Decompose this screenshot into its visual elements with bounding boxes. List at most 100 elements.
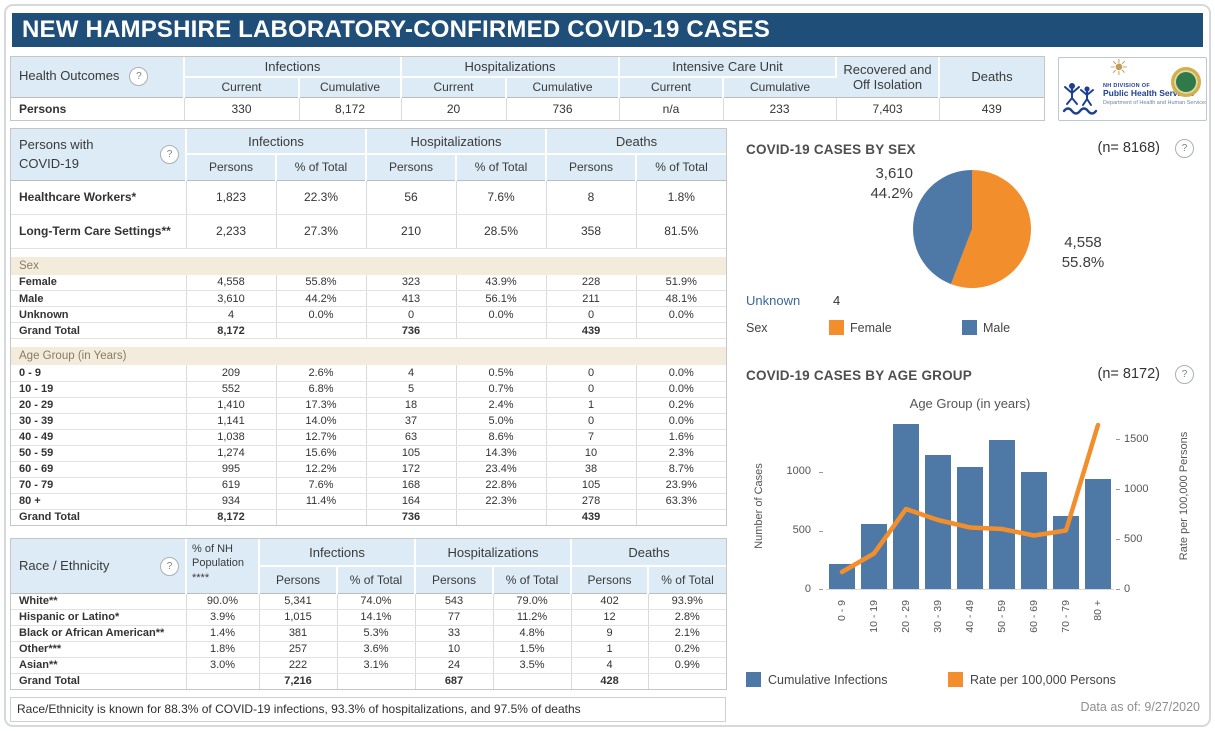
help-icon[interactable]: ? <box>129 67 149 87</box>
cell: 736 <box>366 322 457 339</box>
help-icon[interactable]: ? <box>160 145 179 165</box>
help-icon[interactable]: ? <box>1175 139 1194 158</box>
infections-group-header: Infections <box>259 539 416 567</box>
cell: 4,558 <box>186 274 277 291</box>
female-legend-label[interactable]: Female <box>850 321 892 335</box>
cell: 5.0% <box>456 413 547 430</box>
bar[interactable] <box>893 424 919 589</box>
table-row: 30 - 39 1,141 14.0% 37 5.0% 0 0.0% <box>11 413 727 430</box>
cell: 210 <box>366 214 457 249</box>
rate-legend-label[interactable]: Rate per 100,000 Persons <box>970 673 1116 687</box>
cell: 3.0% <box>186 657 260 674</box>
race-ethnicity-table: Race / Ethnicity? % of NH Population ***… <box>10 538 727 690</box>
cell: 7.6% <box>456 180 547 215</box>
cell: 257 <box>259 641 338 658</box>
tick-mark <box>1116 589 1120 590</box>
pie-n-label: (n= 8168) <box>1097 140 1160 156</box>
cases-by-sex-panel: COVID-19 CASES BY SEX (n= 8168) ? 3,610 … <box>733 130 1206 354</box>
pie-slice-male[interactable] <box>913 170 972 285</box>
row-label: 70 - 79 <box>11 477 187 494</box>
cell: 7 <box>546 429 637 446</box>
cell: 233 <box>723 97 837 120</box>
cell: 381 <box>259 625 338 642</box>
female-legend-swatch[interactable] <box>829 320 844 335</box>
persons-subheader: Persons <box>415 566 494 594</box>
cell: 0.7% <box>456 381 547 398</box>
legend-title: Sex <box>746 321 768 335</box>
cell: 12.2% <box>276 461 367 478</box>
rate-line[interactable] <box>839 422 1101 575</box>
left-axis-tick: 1000 <box>786 465 811 477</box>
persons-subheader: Persons <box>546 154 638 181</box>
row-label: 50 - 59 <box>11 445 187 462</box>
persons-subheader: Persons <box>366 154 457 181</box>
bar[interactable] <box>989 440 1015 589</box>
rate-legend-swatch[interactable] <box>948 672 963 687</box>
table-row: 0 - 9 209 2.6% 4 0.5% 0 0.0% <box>11 365 727 382</box>
x-axis-label: 50 - 59 <box>996 600 1008 633</box>
cell: 77 <box>415 609 494 626</box>
health-outcomes-table: Health Outcomes? Infections Hospitalizat… <box>10 56 1045 121</box>
cell <box>636 322 727 339</box>
cell: 55.8% <box>276 274 367 291</box>
cell: 14.0% <box>276 413 367 430</box>
cell: 28.5% <box>456 214 547 249</box>
x-axis-label: 80 + <box>1092 600 1104 621</box>
row-label: 80 + <box>11 493 187 510</box>
cell: 168 <box>366 477 457 494</box>
cell: 0 <box>546 306 637 323</box>
cell: 2.8% <box>648 609 727 626</box>
bar[interactable] <box>1021 472 1047 589</box>
row-label: Long-Term Care Settings** <box>11 214 187 249</box>
cell: 0 <box>546 365 637 382</box>
table-row: Black or African American** 1.4% 381 5.3% 33… <box>11 625 727 642</box>
cell: 323 <box>366 274 457 291</box>
table-row: Male 3,610 44.2% 413 56.1% 211 48.1% <box>11 290 727 307</box>
row-label: Grand Total <box>11 672 187 689</box>
cell: 209 <box>186 365 277 382</box>
pct-subheader: % of Total <box>456 154 548 181</box>
cell: 402 <box>571 593 649 610</box>
cell: 3.5% <box>493 657 572 674</box>
cell: n/a <box>619 97 724 120</box>
cell: 1 <box>571 641 649 658</box>
cell: 7.6% <box>276 477 367 494</box>
x-axis-label: 60 - 69 <box>1028 600 1040 633</box>
row-label: Hispanic or Latino* <box>11 609 187 626</box>
cell: 9 <box>571 625 649 642</box>
cell: 7,216 <box>259 672 338 689</box>
current-subheader: Current <box>619 77 725 98</box>
tick-mark <box>819 531 823 532</box>
cell: 736 <box>366 508 457 525</box>
help-icon[interactable]: ? <box>160 556 179 576</box>
infections-legend-swatch[interactable] <box>746 672 761 687</box>
sex-section-band: Sex <box>11 256 727 275</box>
right-axis-tick: 0 <box>1124 583 1131 595</box>
cell: 56.1% <box>456 290 547 307</box>
grand-total-row: Grand Total 7,216 687 428 <box>11 672 727 689</box>
cell: 3.9% <box>186 609 260 626</box>
pie-slice-female[interactable] <box>950 170 1032 288</box>
cell: 7,403 <box>836 97 940 120</box>
help-icon[interactable]: ? <box>1175 365 1194 384</box>
cell: 4 <box>571 657 649 674</box>
cell: 8.6% <box>456 429 547 446</box>
bar-legend: Cumulative Infections Rate per 100,000 P… <box>746 672 1196 688</box>
table-row: Asian** 3.0% 222 3.1% 24 3.5% 4 0.9% <box>11 657 727 674</box>
cell: 1,823 <box>186 180 277 215</box>
hospitalizations-group-header: Hospitalizations <box>401 57 621 78</box>
female-slice-label: 4,558 55.8% <box>1061 234 1105 271</box>
infections-legend-label[interactable]: Cumulative Infections <box>768 673 888 687</box>
age-bar-chart-plot <box>826 419 1114 590</box>
pct-subheader: % of Total <box>636 154 727 181</box>
row-label: 60 - 69 <box>11 461 187 478</box>
pct-subheader: % of Total <box>648 566 727 594</box>
row-label: 40 - 49 <box>11 429 187 446</box>
cell: 222 <box>259 657 338 674</box>
table-row: 80 +934 11.4% 164 22.3% 278 63.3% <box>11 493 727 510</box>
male-legend-label[interactable]: Male <box>983 321 1011 335</box>
bar[interactable] <box>1085 479 1111 589</box>
deaths-header: Deaths <box>939 57 1045 98</box>
male-legend-swatch[interactable] <box>962 320 977 335</box>
table-row: 20 - 29 1,410 17.3% 18 2.4% 1 0.2% <box>11 397 727 414</box>
